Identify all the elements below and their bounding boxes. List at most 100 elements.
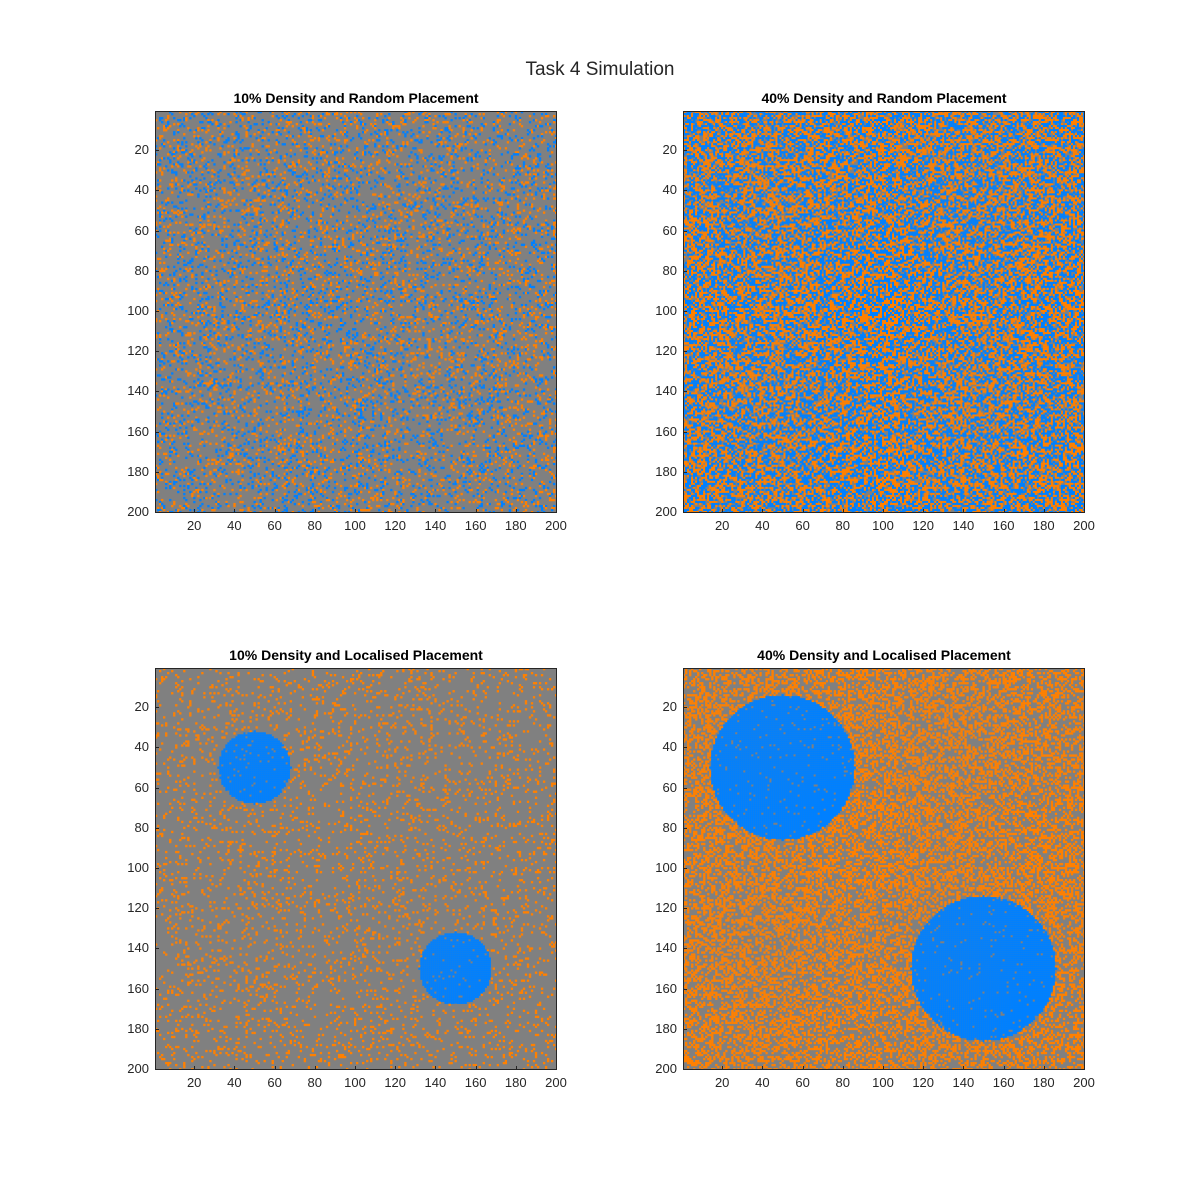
y-tick-label: 140 <box>655 383 677 399</box>
x-tick-mark <box>1003 509 1005 513</box>
y-tick-label: 80 <box>134 262 149 278</box>
x-tick-mark <box>435 1066 437 1070</box>
x-tick-mark <box>722 1066 724 1070</box>
x-tick-mark <box>1083 1066 1085 1070</box>
x-tick-mark <box>354 509 356 513</box>
panel-random-40: 40% Density and Random Placement 20 40 60 8… <box>655 90 1095 533</box>
x-tick-mark <box>435 509 437 513</box>
x-tick-label: 100 <box>344 518 366 533</box>
y-tick-label: 180 <box>127 463 149 479</box>
y-tick-label: 160 <box>655 980 677 996</box>
y-tick-label: 100 <box>127 859 149 875</box>
y-tick-mark <box>683 471 687 473</box>
y-tick-mark <box>683 908 687 910</box>
x-tick-mark <box>515 1066 517 1070</box>
y-tick-mark <box>155 827 159 829</box>
y-tick-mark <box>155 310 159 312</box>
y-tick-label: 20 <box>662 142 677 158</box>
x-tick-mark <box>923 509 925 513</box>
y-tick-mark <box>683 310 687 312</box>
y-tick-mark <box>155 867 159 869</box>
y-tick-mark <box>683 827 687 829</box>
x-tick-label: 60 <box>795 1075 810 1090</box>
x-tick-label: 80 <box>307 518 323 533</box>
y-tick-label: 80 <box>134 819 149 835</box>
x-tick-mark <box>882 509 884 513</box>
x-tick-label: 120 <box>384 518 407 533</box>
x-tick-label: 200 <box>1073 1075 1095 1090</box>
x-tick-label: 140 <box>952 1075 975 1090</box>
x-tick-label: 120 <box>384 1075 407 1090</box>
y-tick-label: 20 <box>662 699 677 715</box>
x-tick-mark <box>842 509 844 513</box>
y-tick-label: 40 <box>134 182 149 198</box>
y-tick-label: 200 <box>655 1060 677 1076</box>
x-tick-mark <box>475 509 477 513</box>
y-tick-label: 200 <box>655 503 677 519</box>
x-tick-label: 200 <box>545 518 567 533</box>
x-tick-mark <box>395 509 397 513</box>
x-tick-label: 120 <box>912 518 935 533</box>
x-tick-label: 160 <box>992 1075 1015 1090</box>
x-tick-label: 160 <box>464 1075 487 1090</box>
x-tick-label: 80 <box>307 1075 323 1090</box>
x-tick-label: 20 <box>186 1075 202 1090</box>
y-tick-label: 20 <box>134 699 149 715</box>
y-tick-mark <box>155 707 159 709</box>
y-tick-label: 180 <box>127 1020 149 1036</box>
x-tick-label: 80 <box>835 518 851 533</box>
y-tick-mark <box>155 908 159 910</box>
y-tick-mark <box>155 230 159 232</box>
y-tick-label: 160 <box>655 423 677 439</box>
y-tick-mark <box>155 1028 159 1030</box>
x-tick-mark <box>1043 1066 1045 1070</box>
y-tick-mark <box>155 391 159 393</box>
y-tick-mark <box>155 270 159 272</box>
y-tick-mark <box>683 747 687 749</box>
figure-title: Task 4 Simulation <box>525 59 675 80</box>
x-tick-label: 40 <box>755 518 770 533</box>
x-tick-mark <box>314 509 316 513</box>
y-tick-label: 40 <box>662 739 677 755</box>
x-tick-mark <box>194 509 196 513</box>
x-tick-mark <box>555 1066 557 1070</box>
y-tick-mark <box>155 747 159 749</box>
x-tick-mark <box>802 509 804 513</box>
x-tick-mark <box>963 509 965 513</box>
x-tick-mark <box>762 1066 764 1070</box>
x-tick-mark <box>395 1066 397 1070</box>
y-tick-label: 160 <box>127 423 149 439</box>
x-tick-mark <box>882 1066 884 1070</box>
y-tick-label: 120 <box>127 900 149 916</box>
y-tick-label: 120 <box>655 343 677 359</box>
x-tick-label: 140 <box>424 518 447 533</box>
heatmap-localised-40 <box>683 668 1085 1070</box>
y-tick-label: 60 <box>662 222 677 238</box>
y-tick-label: 60 <box>134 222 149 238</box>
x-tick-label: 100 <box>872 1075 894 1090</box>
y-tick-label: 60 <box>134 779 149 795</box>
y-tick-label: 100 <box>655 859 677 875</box>
y-tick-label: 140 <box>127 940 149 956</box>
x-tick-mark <box>555 509 557 513</box>
x-tick-label: 60 <box>267 518 282 533</box>
x-tick-mark <box>314 1066 316 1070</box>
x-tick-mark <box>515 509 517 513</box>
y-tick-mark <box>683 150 687 152</box>
y-tick-label: 40 <box>662 182 677 198</box>
x-tick-label: 100 <box>344 1075 366 1090</box>
y-tick-mark <box>155 431 159 433</box>
x-tick-label: 140 <box>952 518 975 533</box>
y-tick-mark <box>683 707 687 709</box>
y-tick-mark <box>155 511 159 513</box>
y-tick-label: 20 <box>134 142 149 158</box>
x-tick-label: 100 <box>872 518 894 533</box>
y-tick-mark <box>683 1068 687 1070</box>
x-tick-label: 40 <box>755 1075 770 1090</box>
x-tick-label: 140 <box>424 1075 447 1090</box>
y-tick-mark <box>683 270 687 272</box>
panel-title: 10% Density and Random Placement <box>233 90 479 106</box>
y-tick-label: 200 <box>127 1060 149 1076</box>
y-tick-mark <box>683 511 687 513</box>
y-tick-mark <box>683 230 687 232</box>
